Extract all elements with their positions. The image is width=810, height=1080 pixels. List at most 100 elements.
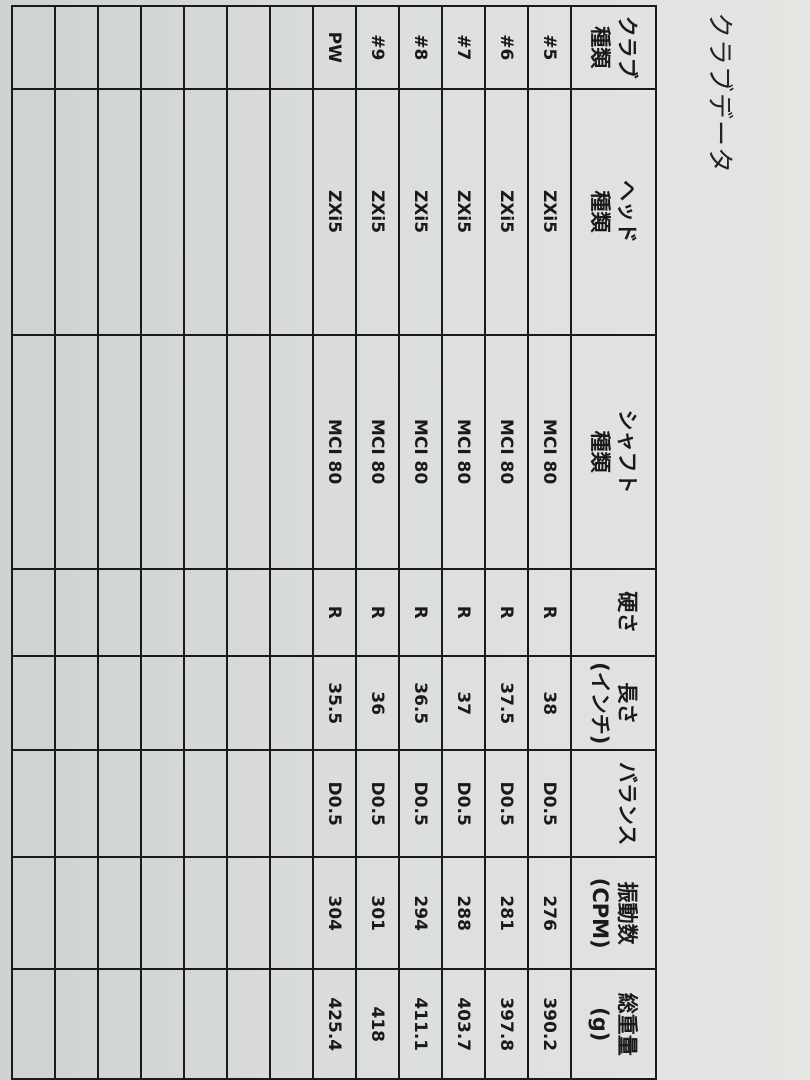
cell-balance: D0.5 [313, 750, 356, 857]
cell-shaft-type: MCI 80 [313, 334, 356, 569]
empty-cell [98, 655, 141, 751]
empty-cell [184, 6, 227, 89]
empty-cell [12, 655, 55, 751]
empty-cell [270, 334, 313, 569]
empty-cell [12, 568, 55, 656]
header-frequency-line2: (CPM) [588, 877, 613, 949]
cell-frequency: 281 [485, 856, 528, 970]
empty-cell [12, 88, 55, 335]
table-row: #6 ZXi5 MCI 80 R 37.5 D0.5 281 397.8 [485, 6, 528, 1079]
table-row: PW ZXi5 MCI 80 R 35.5 D0.5 304 425.4 [313, 6, 356, 1079]
header-length-line1: 長さ [615, 682, 640, 725]
empty-cell [227, 750, 270, 857]
empty-cell [227, 334, 270, 569]
cell-frequency: 276 [528, 856, 571, 970]
cell-flex: R [528, 568, 571, 656]
cell-frequency: 304 [313, 856, 356, 970]
cell-shaft-type: MCI 80 [485, 334, 528, 569]
empty-cell [55, 655, 98, 751]
cell-balance: D0.5 [399, 750, 442, 857]
empty-cell [55, 969, 98, 1079]
header-shaft-type: シャフト 種類 [571, 334, 656, 569]
table-row: #5 ZXi5 MCI 80 R 38 D0.5 276 390.2 [528, 6, 571, 1079]
cell-head-type: ZXi5 [313, 88, 356, 335]
empty-cell [55, 856, 98, 970]
cell-total-weight: 418 [356, 969, 399, 1079]
cell-club-type: #9 [356, 6, 399, 89]
table-row: #9 ZXi5 MCI 80 R 36 D0.5 301 418 [356, 6, 399, 1079]
empty-cell [98, 6, 141, 89]
empty-row [227, 6, 270, 1079]
cell-frequency: 288 [442, 856, 485, 970]
empty-cell [184, 334, 227, 569]
header-flex-line1: 硬さ [615, 591, 640, 634]
empty-cell [55, 88, 98, 335]
header-flex: 硬さ [571, 568, 656, 656]
header-total-weight-line1: 総重量 [615, 992, 640, 1056]
document-title: クラブデータ [704, 12, 734, 175]
header-length: 長さ (インチ) [571, 655, 656, 751]
empty-cell [12, 969, 55, 1079]
empty-cell [227, 88, 270, 335]
cell-frequency: 301 [356, 856, 399, 970]
header-frequency: 振動数 (CPM) [571, 856, 656, 970]
cell-balance: D0.5 [485, 750, 528, 857]
header-length-line2: (インチ) [588, 662, 613, 745]
empty-cell [12, 750, 55, 857]
header-flex-line2 [587, 570, 614, 655]
cell-head-type: ZXi5 [399, 88, 442, 335]
cell-flex: R [485, 568, 528, 656]
header-balance: バランス [571, 750, 656, 857]
cell-head-type: ZXi5 [528, 88, 571, 335]
empty-cell [227, 856, 270, 970]
empty-cell [227, 655, 270, 751]
header-shaft-type-line1: シャフト [615, 409, 640, 494]
cell-length: 36 [356, 655, 399, 751]
empty-cell [184, 856, 227, 970]
cell-club-type: #8 [399, 6, 442, 89]
empty-cell [184, 655, 227, 751]
cell-flex: R [313, 568, 356, 656]
empty-cell [98, 568, 141, 656]
empty-row [270, 6, 313, 1079]
cell-shaft-type: MCI 80 [399, 334, 442, 569]
header-head-type: ヘッド 種類 [571, 88, 656, 335]
cell-club-type: #6 [485, 6, 528, 89]
cell-club-type: #5 [528, 6, 571, 89]
empty-row [184, 6, 227, 1079]
cell-shaft-type: MCI 80 [442, 334, 485, 569]
cell-head-type: ZXi5 [485, 88, 528, 335]
cell-total-weight: 411.1 [399, 969, 442, 1079]
empty-cell [55, 6, 98, 89]
header-balance-line1: バランス [615, 761, 640, 846]
empty-cell [270, 88, 313, 335]
empty-cell [184, 750, 227, 857]
empty-cell [98, 856, 141, 970]
empty-cell [12, 856, 55, 970]
header-club-type-line1: クラブ [615, 15, 640, 79]
header-club-type-line2: 種類 [588, 26, 613, 69]
cell-total-weight: 403.7 [442, 969, 485, 1079]
empty-cell [55, 750, 98, 857]
header-balance-line2 [587, 751, 614, 855]
empty-cell [270, 655, 313, 751]
empty-row [98, 6, 141, 1079]
club-data-table: クラブ 種類 ヘッド 種類 シャフト 種類 硬さ 長さ (インチ) バランス 振動数 (CPM) 総… [11, 5, 657, 1080]
table-row: #7 ZXi5 MCI 80 R 37 D0.5 288 403.7 [442, 6, 485, 1079]
empty-cell [141, 88, 184, 335]
empty-cell [227, 6, 270, 89]
empty-cell [270, 969, 313, 1079]
empty-cell [141, 969, 184, 1079]
cell-balance: D0.5 [442, 750, 485, 857]
header-total-weight-line2: (g) [588, 1007, 613, 1042]
empty-cell [98, 334, 141, 569]
empty-cell [141, 568, 184, 656]
table-row: #8 ZXi5 MCI 80 R 36.5 D0.5 294 411.1 [399, 6, 442, 1079]
empty-cell [141, 334, 184, 569]
empty-cell [12, 6, 55, 89]
cell-total-weight: 397.8 [485, 969, 528, 1079]
header-head-type-line2: 種類 [588, 190, 613, 233]
cell-length: 35.5 [313, 655, 356, 751]
cell-flex: R [442, 568, 485, 656]
